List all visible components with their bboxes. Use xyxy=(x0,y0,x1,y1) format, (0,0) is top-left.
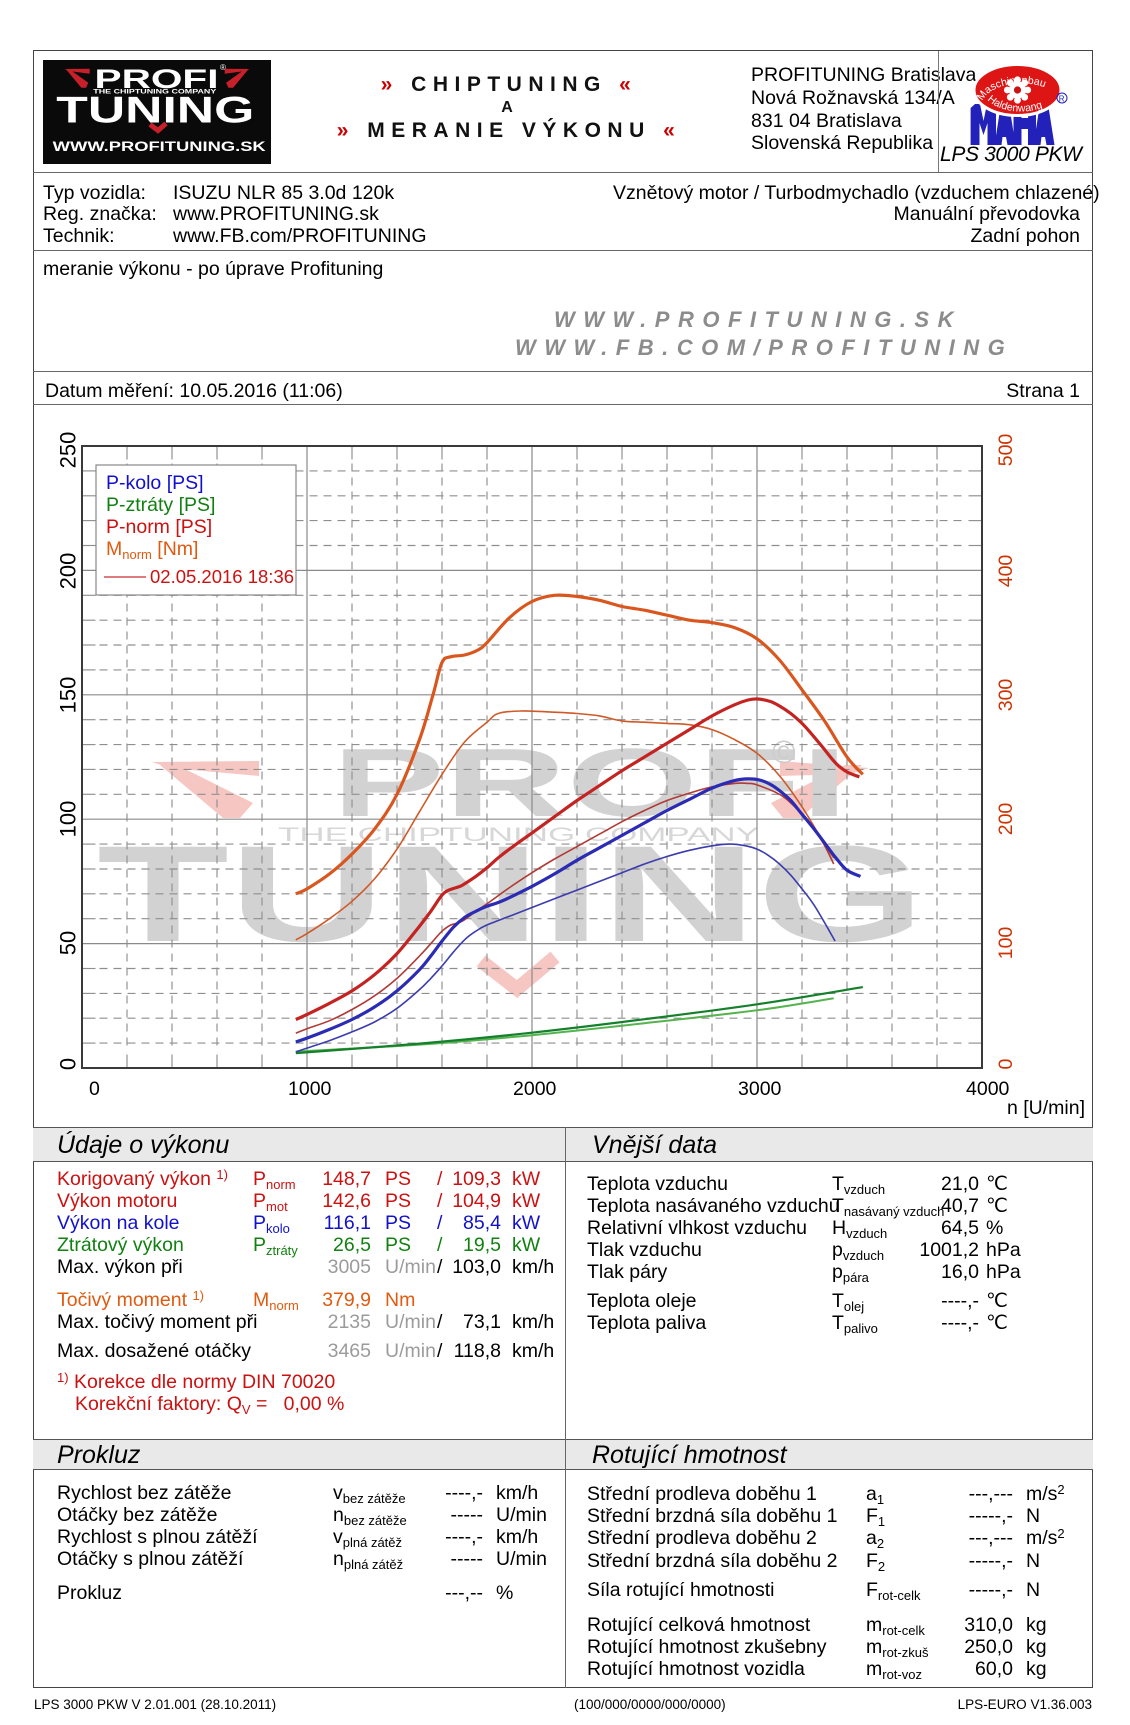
svg-text:150: 150 xyxy=(56,677,81,714)
svg-text:3000: 3000 xyxy=(738,1078,782,1100)
svg-text:50: 50 xyxy=(56,931,81,955)
svg-text:300: 300 xyxy=(995,679,1017,712)
svg-text:P-ztráty [PS]: P-ztráty [PS] xyxy=(106,494,215,516)
svg-text:®: ® xyxy=(220,63,226,72)
svg-text:200: 200 xyxy=(995,803,1017,836)
svg-text:250: 250 xyxy=(56,432,81,469)
svg-text:100: 100 xyxy=(995,927,1017,960)
svg-text:LPS 3000 PKW: LPS 3000 PKW xyxy=(940,143,1084,166)
svg-text:Mnorm [Nm]: Mnorm [Nm] xyxy=(106,538,198,562)
svg-text:©: © xyxy=(772,734,796,770)
svg-text:PROFI: PROFI xyxy=(95,64,219,94)
svg-text:500: 500 xyxy=(995,434,1017,467)
svg-text:0: 0 xyxy=(56,1058,81,1070)
svg-text:TUNING: TUNING xyxy=(97,818,925,971)
svg-text:1000: 1000 xyxy=(288,1078,332,1100)
svg-text:THE CHIPTUNING COMPANY: THE CHIPTUNING COMPANY xyxy=(93,89,217,96)
svg-text:P-kolo [PS]: P-kolo [PS] xyxy=(106,472,204,494)
svg-text:THE CHIPTUNING COMPANY: THE CHIPTUNING COMPANY xyxy=(278,825,760,846)
svg-text:200: 200 xyxy=(56,553,81,590)
svg-text:WWW.PROFITUNING.SK: WWW.PROFITUNING.SK xyxy=(53,139,266,154)
svg-text:2000: 2000 xyxy=(513,1078,557,1100)
svg-text:P-norm [PS]: P-norm [PS] xyxy=(106,516,212,538)
svg-text:02.05.2016 18:36: 02.05.2016 18:36 xyxy=(150,566,294,587)
svg-text:n [U/min]: n [U/min] xyxy=(1007,1097,1085,1119)
svg-text:4000: 4000 xyxy=(966,1078,1010,1100)
svg-text:TUNING: TUNING xyxy=(56,89,254,130)
svg-text:R: R xyxy=(1059,95,1065,104)
svg-text:100: 100 xyxy=(56,801,81,838)
svg-text:0: 0 xyxy=(89,1078,100,1100)
svg-text:400: 400 xyxy=(995,555,1017,588)
svg-text:0: 0 xyxy=(995,1058,1017,1069)
